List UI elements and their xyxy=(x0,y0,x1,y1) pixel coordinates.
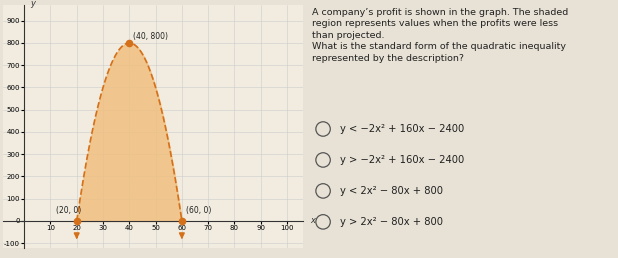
Text: y > 2x² − 80x + 800: y > 2x² − 80x + 800 xyxy=(341,217,443,227)
Text: y: y xyxy=(31,0,36,9)
Text: y < 2x² − 80x + 800: y < 2x² − 80x + 800 xyxy=(341,186,443,196)
Text: x: x xyxy=(311,216,316,225)
Text: (20, 0): (20, 0) xyxy=(56,206,81,215)
Text: (40, 800): (40, 800) xyxy=(133,31,168,41)
Text: A company’s profit is shown in the graph. The shaded
region represents values wh: A company’s profit is shown in the graph… xyxy=(312,8,569,62)
Text: y > −2x² + 160x − 2400: y > −2x² + 160x − 2400 xyxy=(341,155,465,165)
Text: (60, 0): (60, 0) xyxy=(186,206,211,215)
Text: y < −2x² + 160x − 2400: y < −2x² + 160x − 2400 xyxy=(341,124,465,134)
